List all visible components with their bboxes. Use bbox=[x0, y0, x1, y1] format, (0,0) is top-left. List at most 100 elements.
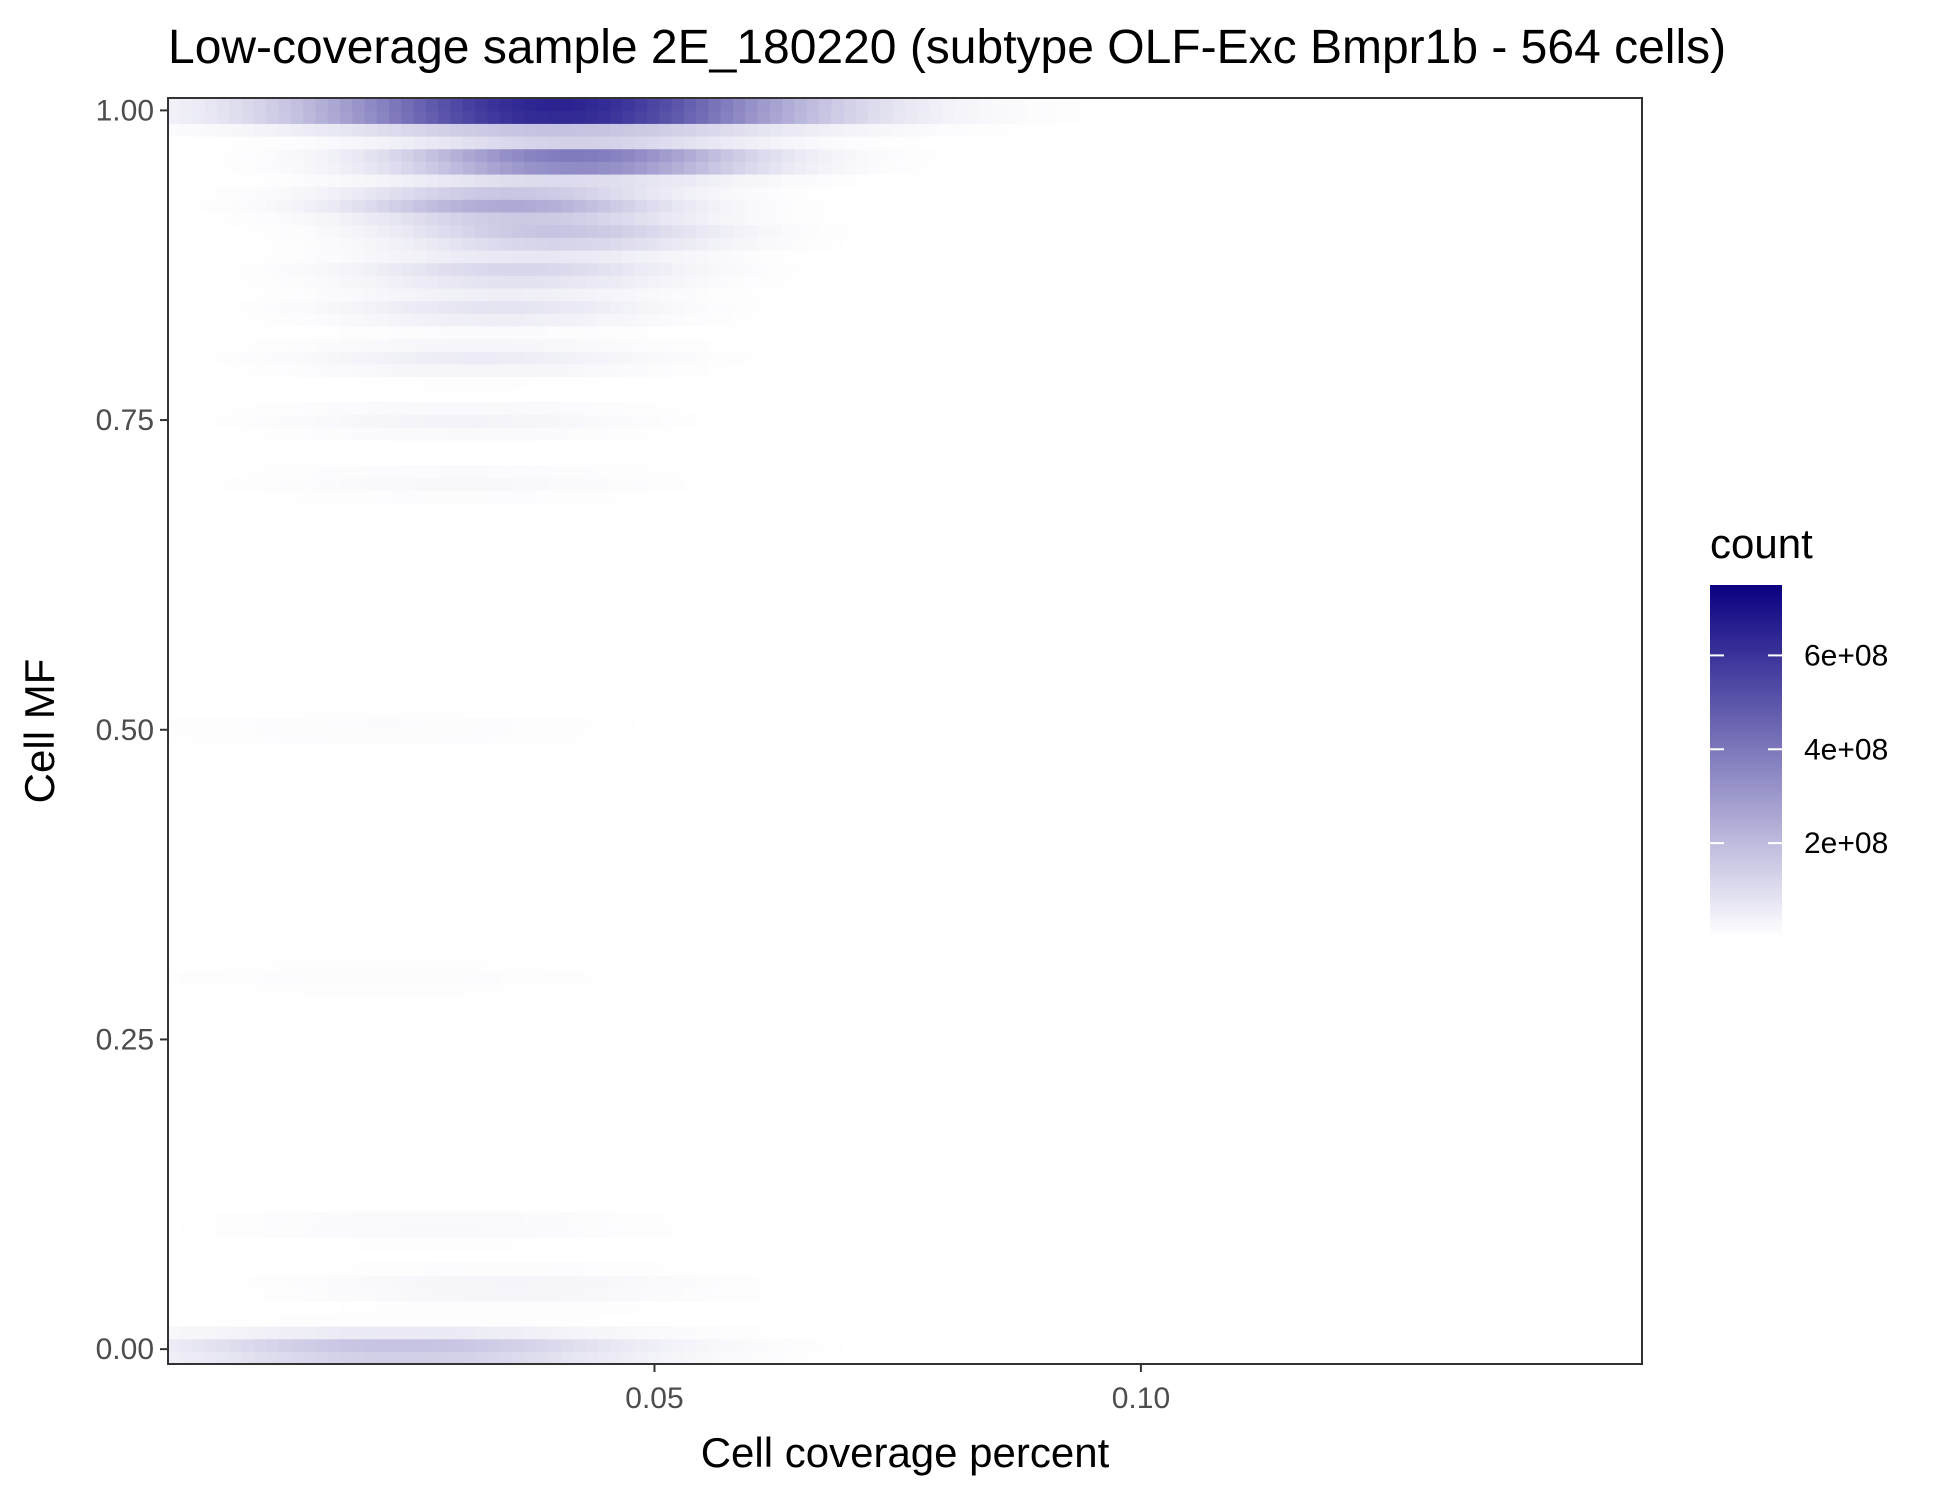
heatmap-cell bbox=[696, 287, 710, 302]
heatmap-cell bbox=[511, 237, 525, 251]
heatmap-cell bbox=[585, 237, 599, 251]
heatmap-cell bbox=[487, 1262, 501, 1276]
heatmap-cell bbox=[634, 401, 648, 416]
heatmap-cell bbox=[831, 1338, 845, 1352]
heatmap-cell bbox=[462, 1224, 476, 1238]
heatmap-cell bbox=[1003, 98, 1017, 112]
heatmap-cell bbox=[536, 1326, 550, 1340]
heatmap-cell bbox=[548, 211, 562, 226]
heatmap-cell bbox=[794, 173, 808, 188]
heatmap-cell bbox=[327, 313, 341, 327]
heatmap-cell bbox=[990, 110, 1004, 124]
heatmap-cell bbox=[659, 199, 673, 213]
heatmap-cell bbox=[536, 1224, 550, 1238]
heatmap-cell bbox=[401, 186, 415, 200]
heatmap-cell bbox=[401, 1224, 415, 1238]
heatmap-cell bbox=[634, 199, 648, 213]
heatmap-cell bbox=[929, 123, 943, 137]
heatmap-cell bbox=[597, 123, 611, 137]
heatmap-cell bbox=[1076, 98, 1090, 112]
heatmap-cell bbox=[696, 161, 710, 175]
heatmap-cell bbox=[438, 224, 452, 238]
heatmap-cell bbox=[647, 1288, 660, 1302]
heatmap-cell bbox=[352, 971, 366, 985]
heatmap-cell bbox=[855, 173, 869, 188]
heatmap-cell bbox=[438, 300, 452, 314]
heatmap-cell bbox=[168, 971, 181, 985]
heatmap-cell bbox=[610, 313, 624, 327]
heatmap-cell bbox=[241, 148, 255, 162]
heatmap-cell bbox=[339, 325, 353, 340]
heatmap-cell bbox=[794, 237, 808, 251]
heatmap-cell bbox=[610, 1275, 624, 1289]
heatmap-cell bbox=[475, 98, 488, 112]
heatmap-cell bbox=[696, 199, 710, 213]
heatmap-cell bbox=[278, 1224, 292, 1238]
heatmap-cell bbox=[597, 211, 611, 226]
heatmap-cell bbox=[425, 211, 439, 226]
heatmap-cell bbox=[622, 237, 636, 251]
heatmap-cell bbox=[683, 224, 697, 238]
heatmap-cell bbox=[671, 477, 685, 492]
heatmap-cell bbox=[622, 313, 636, 327]
heatmap-cell bbox=[438, 490, 452, 504]
heatmap-cell bbox=[794, 249, 808, 264]
heatmap-cell bbox=[524, 1212, 538, 1226]
heatmap-cell bbox=[647, 325, 660, 340]
heatmap-cell bbox=[401, 971, 415, 985]
heatmap-cell bbox=[413, 1300, 427, 1314]
heatmap-cell bbox=[880, 123, 894, 137]
heatmap-cell bbox=[339, 1351, 353, 1365]
heatmap-cell bbox=[204, 110, 218, 124]
heatmap-cell bbox=[487, 389, 501, 403]
heatmap-cell bbox=[610, 427, 624, 441]
heatmap-cell bbox=[389, 173, 402, 188]
heatmap-cell bbox=[180, 731, 194, 745]
heatmap-cell bbox=[585, 1212, 599, 1226]
heatmap-cell bbox=[819, 1338, 832, 1352]
heatmap-cell bbox=[352, 287, 366, 302]
heatmap-cell bbox=[462, 490, 476, 504]
heatmap-cell bbox=[278, 249, 292, 264]
heatmap-cell bbox=[352, 275, 366, 289]
heatmap-cell bbox=[597, 1262, 611, 1276]
heatmap-cell bbox=[733, 224, 746, 238]
heatmap-cell bbox=[327, 262, 341, 276]
heatmap-cell bbox=[290, 958, 304, 973]
heatmap-cell bbox=[696, 211, 710, 226]
heatmap-cell bbox=[401, 1351, 415, 1365]
heatmap-cell bbox=[327, 300, 341, 314]
heatmap-cell bbox=[573, 1224, 587, 1238]
heatmap-cell bbox=[217, 971, 231, 985]
heatmap-cell bbox=[769, 1326, 783, 1340]
heatmap-cell bbox=[548, 1326, 562, 1340]
heatmap-cell bbox=[352, 427, 366, 441]
heatmap-cell bbox=[315, 1275, 329, 1289]
heatmap-cell bbox=[253, 148, 267, 162]
heatmap-cell bbox=[548, 1288, 562, 1302]
heatmap-cell bbox=[585, 135, 599, 150]
heatmap-cell bbox=[450, 1275, 464, 1289]
heatmap-cell bbox=[352, 98, 366, 112]
heatmap-cell bbox=[290, 313, 304, 327]
heatmap-cell bbox=[229, 1351, 243, 1365]
heatmap-cell bbox=[303, 224, 316, 238]
heatmap-cell bbox=[389, 1288, 402, 1302]
heatmap-cell bbox=[671, 414, 685, 428]
heatmap-cell bbox=[376, 401, 390, 416]
heatmap-cell bbox=[401, 237, 415, 251]
heatmap-cell bbox=[315, 161, 329, 175]
heatmap-cell bbox=[487, 275, 501, 289]
heatmap-cell bbox=[253, 1351, 267, 1365]
heatmap-cell bbox=[917, 148, 931, 162]
heatmap-cell bbox=[524, 211, 538, 226]
heatmap-cell bbox=[438, 718, 452, 732]
heatmap-cell bbox=[511, 161, 525, 175]
heatmap-cell bbox=[389, 287, 402, 302]
heatmap-cell bbox=[696, 249, 710, 264]
heatmap-cell bbox=[622, 1212, 636, 1226]
heatmap-cell bbox=[192, 1326, 206, 1340]
heatmap-cell bbox=[168, 110, 181, 124]
heatmap-cell bbox=[720, 123, 734, 137]
heatmap-cell bbox=[511, 1199, 525, 1213]
